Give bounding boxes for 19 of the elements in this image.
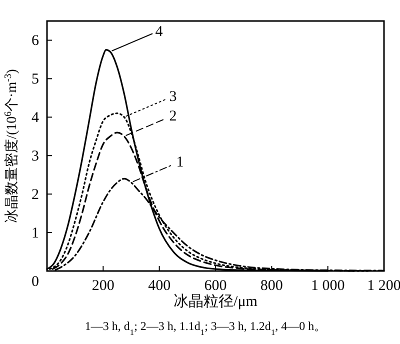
y-tick-label: 0 [32,274,39,290]
x-tick-label: 200 [92,278,114,294]
x-tick-label: 600 [204,278,227,294]
x-tick-label: 800 [260,278,283,294]
y-tick-label: 1 [32,226,39,242]
legend-label: 2 [169,108,177,124]
legend-label: 4 [155,24,164,40]
x-tick-label: 1 200 [367,278,400,294]
x-axis-title: 冰晶粒径/μm [174,293,258,310]
x-tick-label: 1 000 [310,278,345,294]
x-tick-label: 400 [148,278,171,294]
legend-label: 1 [176,154,184,171]
y-tick-label: 2 [32,187,39,204]
y-tick-label: 3 [32,148,39,165]
legend-label: 3 [169,89,177,106]
y-tick-label: 5 [32,72,39,88]
y-tick-label: 4 [32,110,40,126]
text: 1—3 h, d$_{1}$; 2—3 h, 1.1d$_{1}$; 3—3 h, 1.2d$_{1}$, 4—0 h。 [84,319,326,336]
y-tick-label: 6 [32,33,40,50]
